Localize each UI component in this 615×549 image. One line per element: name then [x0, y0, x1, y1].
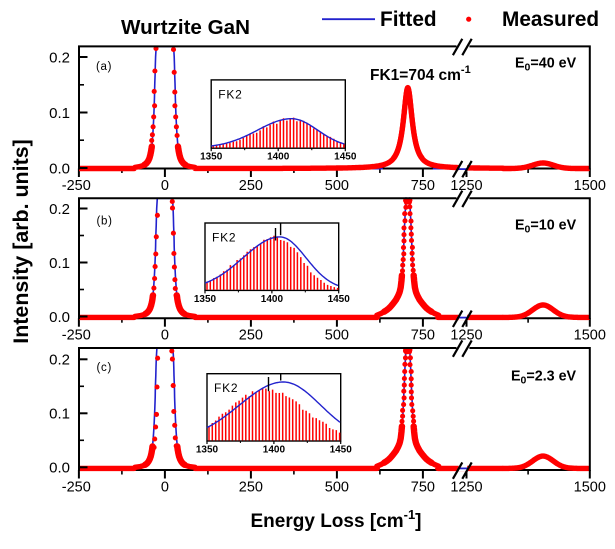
svg-text:250: 250 — [239, 328, 263, 344]
svg-text:-250: -250 — [62, 328, 91, 344]
svg-text:0.1: 0.1 — [49, 406, 70, 423]
svg-text:Fitted: Fitted — [380, 8, 437, 31]
svg-text:1500: 1500 — [574, 480, 606, 496]
svg-text:Wurtzite GaN: Wurtzite GaN — [121, 16, 250, 39]
svg-text:FK1=704 cm-1: FK1=704 cm-1 — [370, 64, 471, 84]
svg-text:0.1: 0.1 — [49, 255, 70, 272]
svg-text:1450: 1450 — [330, 445, 353, 456]
svg-text:(c): (c) — [97, 362, 113, 374]
svg-text:(a): (a) — [96, 61, 112, 73]
svg-text:1500: 1500 — [574, 178, 606, 194]
svg-text:1250: 1250 — [450, 328, 482, 344]
svg-text:0.0: 0.0 — [49, 309, 70, 326]
svg-text:-250: -250 — [62, 178, 91, 194]
svg-text:1450: 1450 — [334, 152, 357, 163]
svg-text:0: 0 — [161, 328, 169, 344]
svg-text:-250: -250 — [62, 480, 91, 496]
svg-text:1350: 1350 — [196, 445, 219, 456]
svg-text:750: 750 — [411, 328, 435, 344]
svg-text:Measured: Measured — [502, 8, 599, 31]
svg-text:1350: 1350 — [194, 294, 217, 305]
svg-text:1400: 1400 — [261, 294, 284, 305]
svg-text:1500: 1500 — [574, 328, 606, 344]
svg-text:500: 500 — [325, 178, 349, 194]
svg-text:0.2: 0.2 — [49, 201, 70, 218]
svg-text:1350: 1350 — [200, 152, 223, 163]
svg-text:1450: 1450 — [328, 294, 351, 305]
svg-text:FK2: FK2 — [218, 87, 242, 101]
svg-text:500: 500 — [325, 480, 349, 496]
svg-text:0.0: 0.0 — [49, 460, 70, 477]
svg-text:FK2: FK2 — [212, 231, 236, 245]
svg-text:Energy Loss [cm-1]: Energy Loss [cm-1] — [251, 507, 422, 532]
svg-text:0.2: 0.2 — [49, 49, 70, 66]
svg-text:0.1: 0.1 — [49, 105, 70, 122]
svg-text:(b): (b) — [97, 216, 113, 228]
svg-text:250: 250 — [239, 178, 263, 194]
svg-text:1400: 1400 — [263, 445, 286, 456]
svg-text:750: 750 — [411, 178, 435, 194]
svg-text:0.2: 0.2 — [49, 352, 70, 369]
svg-text:E0=10 eV: E0=10 eV — [515, 218, 577, 236]
svg-text:250: 250 — [239, 480, 263, 496]
svg-text:E0=2.3 eV: E0=2.3 eV — [511, 369, 577, 387]
svg-text:0: 0 — [161, 178, 169, 194]
svg-text:750: 750 — [411, 480, 435, 496]
svg-text:1250: 1250 — [450, 178, 482, 194]
svg-text:0.0: 0.0 — [49, 160, 70, 177]
svg-text:500: 500 — [325, 328, 349, 344]
svg-text:E0=40 eV: E0=40 eV — [515, 56, 577, 74]
svg-text:FK2: FK2 — [214, 381, 238, 395]
svg-text:1400: 1400 — [267, 152, 290, 163]
svg-text:0: 0 — [161, 480, 169, 496]
svg-text:Intensity [arb. units]: Intensity [arb. units] — [9, 139, 33, 343]
svg-text:1250: 1250 — [450, 480, 482, 496]
